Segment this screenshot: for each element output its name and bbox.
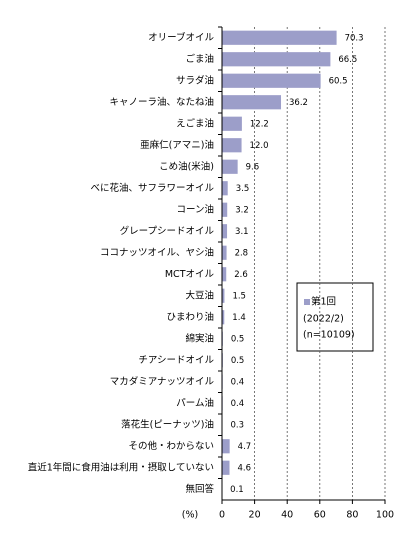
x-tick-label: 100 — [376, 510, 394, 521]
y-tick-label: キャノーラ油、なたね油 — [109, 96, 214, 108]
y-tick-label: ココナッツオイル、ヤシ油 — [100, 246, 214, 258]
value-label: 66.5 — [338, 55, 357, 65]
y-tick-label: こめ油(米油) — [159, 160, 214, 172]
value-label: 9.6 — [246, 162, 260, 172]
bar — [222, 52, 330, 66]
y-tick-label: ごま油 — [185, 53, 214, 65]
x-axis-label: (%) — [182, 510, 198, 521]
y-tick-label: オリーブオイル — [148, 31, 214, 43]
bar — [222, 439, 230, 453]
bar — [222, 461, 229, 475]
x-tick-label: 0 — [219, 510, 225, 521]
value-label: 0.5 — [231, 334, 245, 344]
y-tick-label: MCTオイル — [165, 269, 215, 280]
y-tick-label: サラダ油 — [176, 74, 214, 86]
y-tick-label: 亜麻仁(アマニ)油 — [140, 139, 214, 151]
bar — [222, 138, 242, 152]
y-tick-label: マカダミアナッツオイル — [110, 375, 215, 387]
x-tick-label: 40 — [281, 510, 293, 521]
bar — [222, 181, 228, 195]
y-tick-label: グレープシードオイル — [120, 225, 215, 237]
y-tick-label: ひまわり油 — [166, 311, 214, 323]
bar — [222, 246, 227, 260]
value-label: 0.3 — [230, 420, 244, 430]
y-tick-label: べに花油、サフラワーオイル — [90, 182, 214, 194]
legend-note: (2022/2) — [303, 314, 344, 325]
y-tick-label: 無回答 — [185, 483, 214, 495]
value-label: 4.7 — [238, 442, 252, 452]
bar — [222, 203, 227, 217]
legend-swatch — [304, 299, 310, 305]
value-label: 2.8 — [235, 248, 249, 258]
value-label: 0.4 — [231, 377, 245, 387]
x-tick-label: 80 — [346, 510, 358, 521]
value-label: 3.5 — [236, 184, 250, 194]
value-label: 2.6 — [234, 270, 248, 280]
y-tick-label: コーン油 — [176, 203, 214, 215]
y-tick-label: 落花生(ピーナッツ)油 — [121, 418, 214, 430]
value-label: 0.1 — [230, 485, 244, 495]
y-tick-label: 綿実油 — [185, 332, 214, 344]
bar — [222, 31, 337, 45]
bar — [222, 160, 238, 174]
value-label: 1.5 — [232, 291, 246, 301]
value-label: 3.1 — [235, 227, 249, 237]
bar — [222, 267, 226, 281]
value-label: 4.6 — [237, 463, 251, 473]
value-label: 0.5 — [231, 356, 245, 366]
y-tick-label: チアシードオイル — [138, 355, 214, 366]
legend-label: 第1回 — [311, 296, 336, 308]
x-tick-label: 60 — [314, 510, 326, 521]
value-label: 12.0 — [250, 141, 269, 151]
y-tick-label: パーム油 — [176, 397, 214, 409]
bar — [222, 95, 281, 109]
y-tick-label: 直近1年間に食用油は利用・摂取していない — [28, 461, 214, 473]
value-label: 1.4 — [232, 313, 246, 323]
value-label: 60.5 — [329, 76, 348, 86]
value-label: 3.2 — [235, 205, 249, 215]
value-label: 70.3 — [345, 33, 364, 43]
value-label: 12.2 — [250, 119, 269, 129]
value-label: 0.4 — [231, 399, 245, 409]
bar — [222, 117, 242, 131]
y-tick-label: 大豆油 — [185, 289, 214, 301]
bar — [222, 74, 321, 88]
y-tick-label: その他・わからない — [128, 440, 214, 452]
value-label: 36.2 — [289, 98, 308, 108]
y-tick-label: えごま油 — [176, 117, 214, 129]
legend-note: (n=10109) — [303, 330, 355, 341]
bar — [222, 224, 227, 238]
x-tick-label: 20 — [249, 510, 261, 521]
